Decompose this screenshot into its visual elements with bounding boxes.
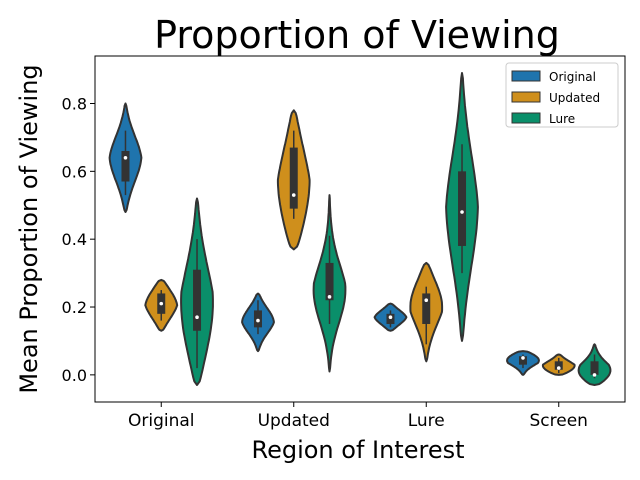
violin-median-point <box>521 356 525 360</box>
y-tick-label: 0.6 <box>62 162 87 181</box>
x-tick-label: Original <box>128 411 195 431</box>
legend-label-original: Original <box>549 70 596 84</box>
violin-median-point <box>195 315 199 319</box>
violin-median-point <box>159 301 164 306</box>
x-axis: Original Updated Lure Screen <box>128 402 588 431</box>
violin-iqr-box <box>193 269 202 331</box>
violin-median-point <box>460 210 464 214</box>
plot-frame <box>94 55 626 403</box>
chart-title: Proportion of Viewing <box>154 13 560 57</box>
legend-swatch-original <box>511 70 541 82</box>
violin-median-point <box>556 366 561 370</box>
violin-median-point <box>123 155 128 160</box>
plot-area <box>108 72 612 386</box>
violin-median-point <box>388 315 393 319</box>
violin-iqr-box <box>422 293 431 324</box>
legend-label-updated: Updated <box>549 91 600 105</box>
legend-label-lure: Lure <box>549 112 575 126</box>
y-axis-label: Mean Proportion of Viewing <box>15 64 43 393</box>
violin-median-point <box>592 373 597 377</box>
violin-median-point <box>291 193 296 197</box>
violin-iqr-box <box>289 147 298 209</box>
y-tick-label: 0.2 <box>62 298 87 317</box>
y-tick-label: 0.4 <box>62 230 87 249</box>
x-tick-label: Updated <box>258 411 330 431</box>
violin-iqr-box <box>518 356 527 365</box>
violin-median-point <box>256 318 260 323</box>
violin-median-point <box>327 295 332 299</box>
violin-median-point <box>424 298 429 303</box>
y-axis: 0.0 0.2 0.4 0.6 0.8 <box>62 94 95 385</box>
x-tick-label: Lure <box>408 411 445 431</box>
legend: Original Updated Lure <box>505 62 619 128</box>
y-tick-label: 0.0 <box>62 366 87 385</box>
y-tick-label: 0.8 <box>62 94 87 113</box>
violin-iqr-box <box>590 361 599 375</box>
x-tick-label: Screen <box>530 411 588 431</box>
legend-swatch-lure <box>511 112 541 124</box>
legend-swatch-updated <box>511 91 541 103</box>
violin-iqr-box <box>458 171 467 246</box>
x-axis-label: Region of Interest <box>251 436 464 464</box>
violin-iqr-box <box>325 262 334 301</box>
violin-iqr-box <box>121 150 130 182</box>
violin-iqr-box <box>554 361 563 370</box>
